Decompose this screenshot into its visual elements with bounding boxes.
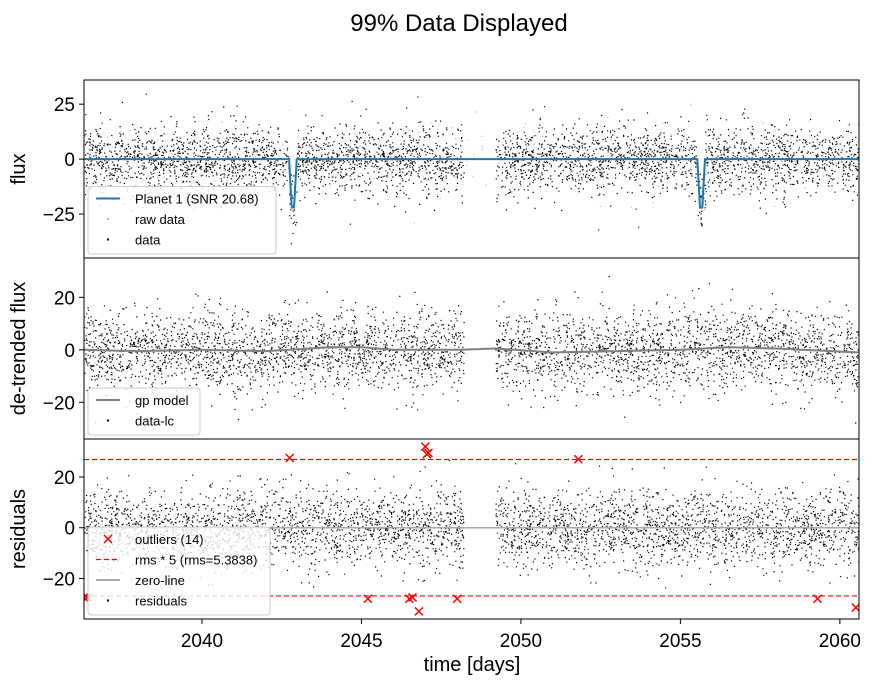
raw-data-points	[89, 103, 858, 224]
legend-label: raw data	[135, 212, 186, 227]
x-tick-label: 2055	[659, 631, 701, 652]
outlier-marker	[573, 454, 583, 464]
legend-point-handle	[107, 599, 109, 602]
gp-model-line	[84, 346, 859, 354]
outlier-marker	[407, 592, 418, 602]
y-axis-label: residuals	[8, 489, 30, 569]
outlier-marker	[84, 592, 89, 602]
planet-model-line	[84, 158, 859, 209]
x-tick-label: 2050	[500, 631, 542, 652]
outlier-marker	[423, 448, 433, 458]
legend-label: zero-line	[135, 573, 185, 588]
panel-frame	[83, 438, 860, 620]
legend-label: data-lc	[135, 414, 175, 429]
y-tick-label: 25	[54, 95, 75, 116]
legend-label: Planet 1 (SNR 20.68)	[135, 192, 259, 207]
legend-point-handle	[107, 419, 109, 422]
y-axis-label: de-trended flux	[8, 282, 30, 415]
x-tick-label: 2060	[819, 631, 861, 652]
legend-label: rms * 5 (rms=5.3838)	[135, 553, 257, 568]
y-tick-label: −20	[43, 393, 75, 414]
legend-box	[87, 526, 271, 616]
legend-point-handle	[107, 238, 109, 241]
panel-plot-area	[84, 276, 859, 424]
y-tick-label: 0	[64, 519, 75, 540]
y-tick-label: 20	[54, 288, 75, 309]
outlier-marker	[851, 603, 859, 613]
y-tick-label: 0	[64, 341, 75, 362]
y-tick-label: −20	[43, 569, 75, 590]
y-axis-label: flux	[8, 153, 30, 184]
y-tick-label: −25	[43, 205, 75, 226]
x-axis-label: time [days]	[424, 654, 521, 676]
legend-label: residuals	[135, 594, 188, 609]
y-tick-label: 0	[64, 150, 75, 171]
legend-marker-handle	[103, 534, 113, 544]
legend-label: data	[135, 233, 161, 248]
x-tick-label: 2040	[181, 631, 223, 652]
figure-title: 99% Data Displayed	[350, 10, 567, 37]
legend-label: gp model	[135, 393, 189, 408]
outlier-marker	[420, 442, 430, 452]
y-tick-label: 20	[54, 468, 75, 489]
legend-point-handle	[107, 218, 109, 220]
outlier-marker	[285, 453, 295, 463]
outlier-marker	[414, 606, 424, 616]
legend-label: outliers (14)	[135, 532, 204, 547]
legend-box	[87, 186, 277, 255]
x-tick-label: 2045	[340, 631, 382, 652]
panel-plot-area	[84, 93, 859, 245]
